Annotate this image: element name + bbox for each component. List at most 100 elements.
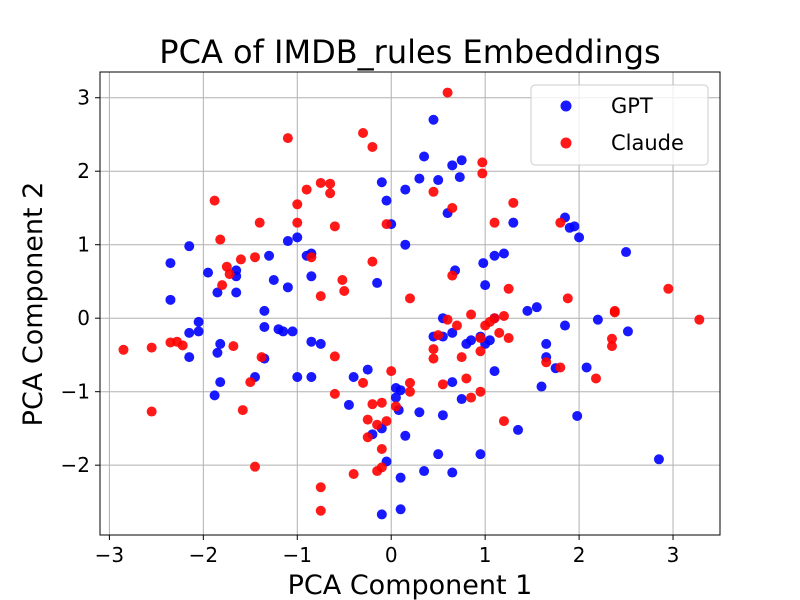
data-point-claude — [209, 195, 220, 206]
data-point-claude — [591, 373, 601, 384]
data-point-claude — [428, 186, 439, 197]
data-point-gpt — [395, 385, 406, 396]
data-point-claude — [442, 314, 453, 325]
data-point-claude — [503, 333, 514, 344]
data-point-gpt — [447, 327, 458, 338]
data-point-claude — [442, 87, 453, 98]
data-point-gpt — [348, 371, 359, 382]
data-point-gpt — [498, 248, 509, 259]
x-tick-label: 0 — [385, 543, 398, 567]
x-tick-label: −2 — [189, 543, 218, 567]
legend-marker-gpt — [560, 100, 572, 112]
data-point-claude — [489, 313, 500, 324]
data-point-gpt — [381, 195, 392, 206]
data-point-claude — [498, 310, 509, 321]
data-point-claude — [475, 386, 486, 397]
data-point-claude — [367, 399, 378, 410]
data-point-claude — [663, 283, 674, 294]
data-point-gpt — [315, 338, 326, 349]
data-point-gpt — [259, 322, 270, 333]
y-axis-title: PCA Component 2 — [18, 182, 49, 427]
data-point-gpt — [478, 258, 489, 269]
data-point-claude — [405, 377, 415, 388]
data-point-claude — [447, 270, 458, 281]
data-point-claude — [250, 461, 260, 472]
data-point-claude — [358, 127, 369, 138]
data-point-gpt — [212, 347, 223, 358]
data-point-gpt — [428, 114, 439, 125]
data-point-claude — [245, 377, 256, 388]
data-point-gpt — [447, 377, 458, 388]
data-point-claude — [146, 406, 157, 417]
data-point-claude — [217, 280, 228, 291]
data-point-gpt — [653, 454, 664, 465]
data-point-gpt — [447, 160, 458, 171]
data-point-claude — [362, 432, 373, 443]
data-point-gpt — [193, 316, 204, 327]
data-point-gpt — [592, 314, 603, 325]
data-point-gpt — [414, 407, 425, 418]
x-axis-title: PCA Component 1 — [288, 570, 533, 600]
data-point-claude — [386, 366, 397, 377]
data-point-gpt — [184, 241, 195, 252]
data-point-gpt — [390, 392, 401, 403]
data-point-claude — [381, 219, 392, 230]
data-point-gpt — [572, 410, 583, 421]
data-point-gpt — [480, 280, 491, 291]
data-point-gpt — [531, 302, 542, 313]
data-point-gpt — [437, 410, 448, 421]
data-point-gpt — [400, 430, 411, 441]
data-point-gpt — [278, 326, 289, 337]
data-point-claude — [215, 234, 226, 245]
data-point-claude — [428, 344, 439, 355]
data-point-gpt — [489, 366, 500, 377]
data-point-gpt — [569, 221, 580, 232]
data-point-claude — [609, 305, 620, 316]
data-point-claude — [339, 286, 350, 297]
data-point-claude — [348, 469, 359, 480]
data-point-gpt — [622, 326, 633, 337]
data-point-claude — [456, 352, 467, 363]
data-point-claude — [325, 178, 336, 189]
data-point-gpt — [475, 449, 486, 460]
data-point-gpt — [621, 247, 632, 258]
data-point-gpt — [419, 466, 430, 477]
data-point-claude — [376, 397, 387, 408]
data-point-gpt — [395, 504, 406, 515]
data-point-claude — [555, 362, 566, 373]
data-point-claude — [405, 293, 415, 304]
data-point-gpt — [343, 399, 354, 410]
x-tick-label: 2 — [573, 543, 586, 567]
data-point-claude — [325, 188, 336, 199]
y-tick-label: 0 — [77, 306, 90, 330]
data-point-gpt — [456, 394, 467, 405]
data-point-claude — [498, 416, 509, 427]
x-axis-ticks: −3 −2 −1 0 1 2 3 — [95, 535, 679, 567]
data-point-claude — [224, 269, 235, 280]
y-tick-label: −2 — [61, 453, 90, 477]
data-point-gpt — [231, 287, 242, 298]
data-point-claude — [228, 341, 239, 352]
data-point-gpt — [306, 336, 317, 347]
data-points — [118, 87, 705, 520]
data-point-claude — [118, 344, 129, 355]
data-point-claude — [694, 314, 705, 325]
y-tick-label: 2 — [77, 159, 90, 183]
data-point-gpt — [484, 335, 495, 346]
data-point-gpt — [489, 250, 500, 261]
data-point-gpt — [560, 320, 570, 331]
legend: GPT Claude — [530, 84, 709, 166]
data-point-gpt — [306, 271, 317, 282]
x-tick-label: 1 — [479, 543, 492, 567]
data-point-claude — [254, 217, 265, 228]
data-point-claude — [146, 342, 157, 353]
data-point-claude — [477, 168, 488, 179]
data-point-claude — [376, 444, 387, 455]
data-point-gpt — [292, 371, 303, 382]
legend-label-claude: Claude — [611, 131, 684, 155]
data-point-gpt — [287, 326, 298, 337]
data-point-claude — [606, 341, 617, 352]
data-point-claude — [315, 291, 326, 302]
data-point-gpt — [259, 305, 270, 316]
